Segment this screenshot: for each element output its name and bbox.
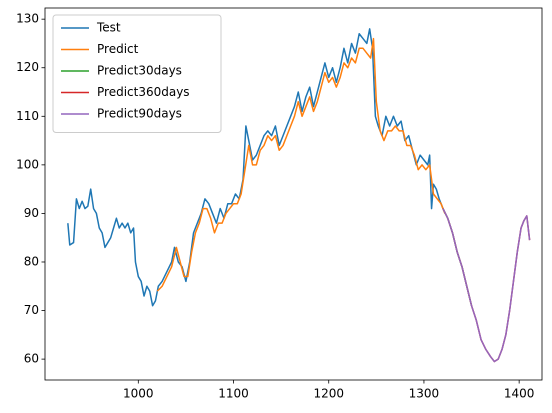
legend-label: Predict <box>97 42 139 56</box>
plot-frame <box>44 7 543 381</box>
series-line <box>442 208 531 363</box>
y-tick-label: 60 <box>24 352 39 366</box>
legend-label: Predict30days <box>97 64 182 78</box>
legend: Test Predict Predict30days Predict360days Pr… <box>52 14 222 133</box>
x-tick-label: 1300 <box>409 387 440 401</box>
y-tick-label: 80 <box>24 254 39 268</box>
y-tick-label: 90 <box>24 206 39 220</box>
legend-label: Predict360days <box>97 85 190 99</box>
legend-box <box>52 14 222 133</box>
series-line <box>442 208 531 363</box>
legend-label: Predict90days <box>97 107 182 121</box>
y-tick-label: 100 <box>16 157 39 171</box>
x-tick-label: 1100 <box>218 387 249 401</box>
x-tick-label: 1200 <box>313 387 344 401</box>
x-tick-label: 1400 <box>504 387 535 401</box>
series-line <box>156 37 446 292</box>
legend-label: Test <box>96 21 121 35</box>
y-tick-label: 120 <box>16 60 39 74</box>
y-tick-label: 70 <box>24 303 39 317</box>
y-tick-label: 130 <box>16 12 39 26</box>
x-tick-label: 1000 <box>123 387 154 401</box>
y-tick-label: 110 <box>16 109 39 123</box>
